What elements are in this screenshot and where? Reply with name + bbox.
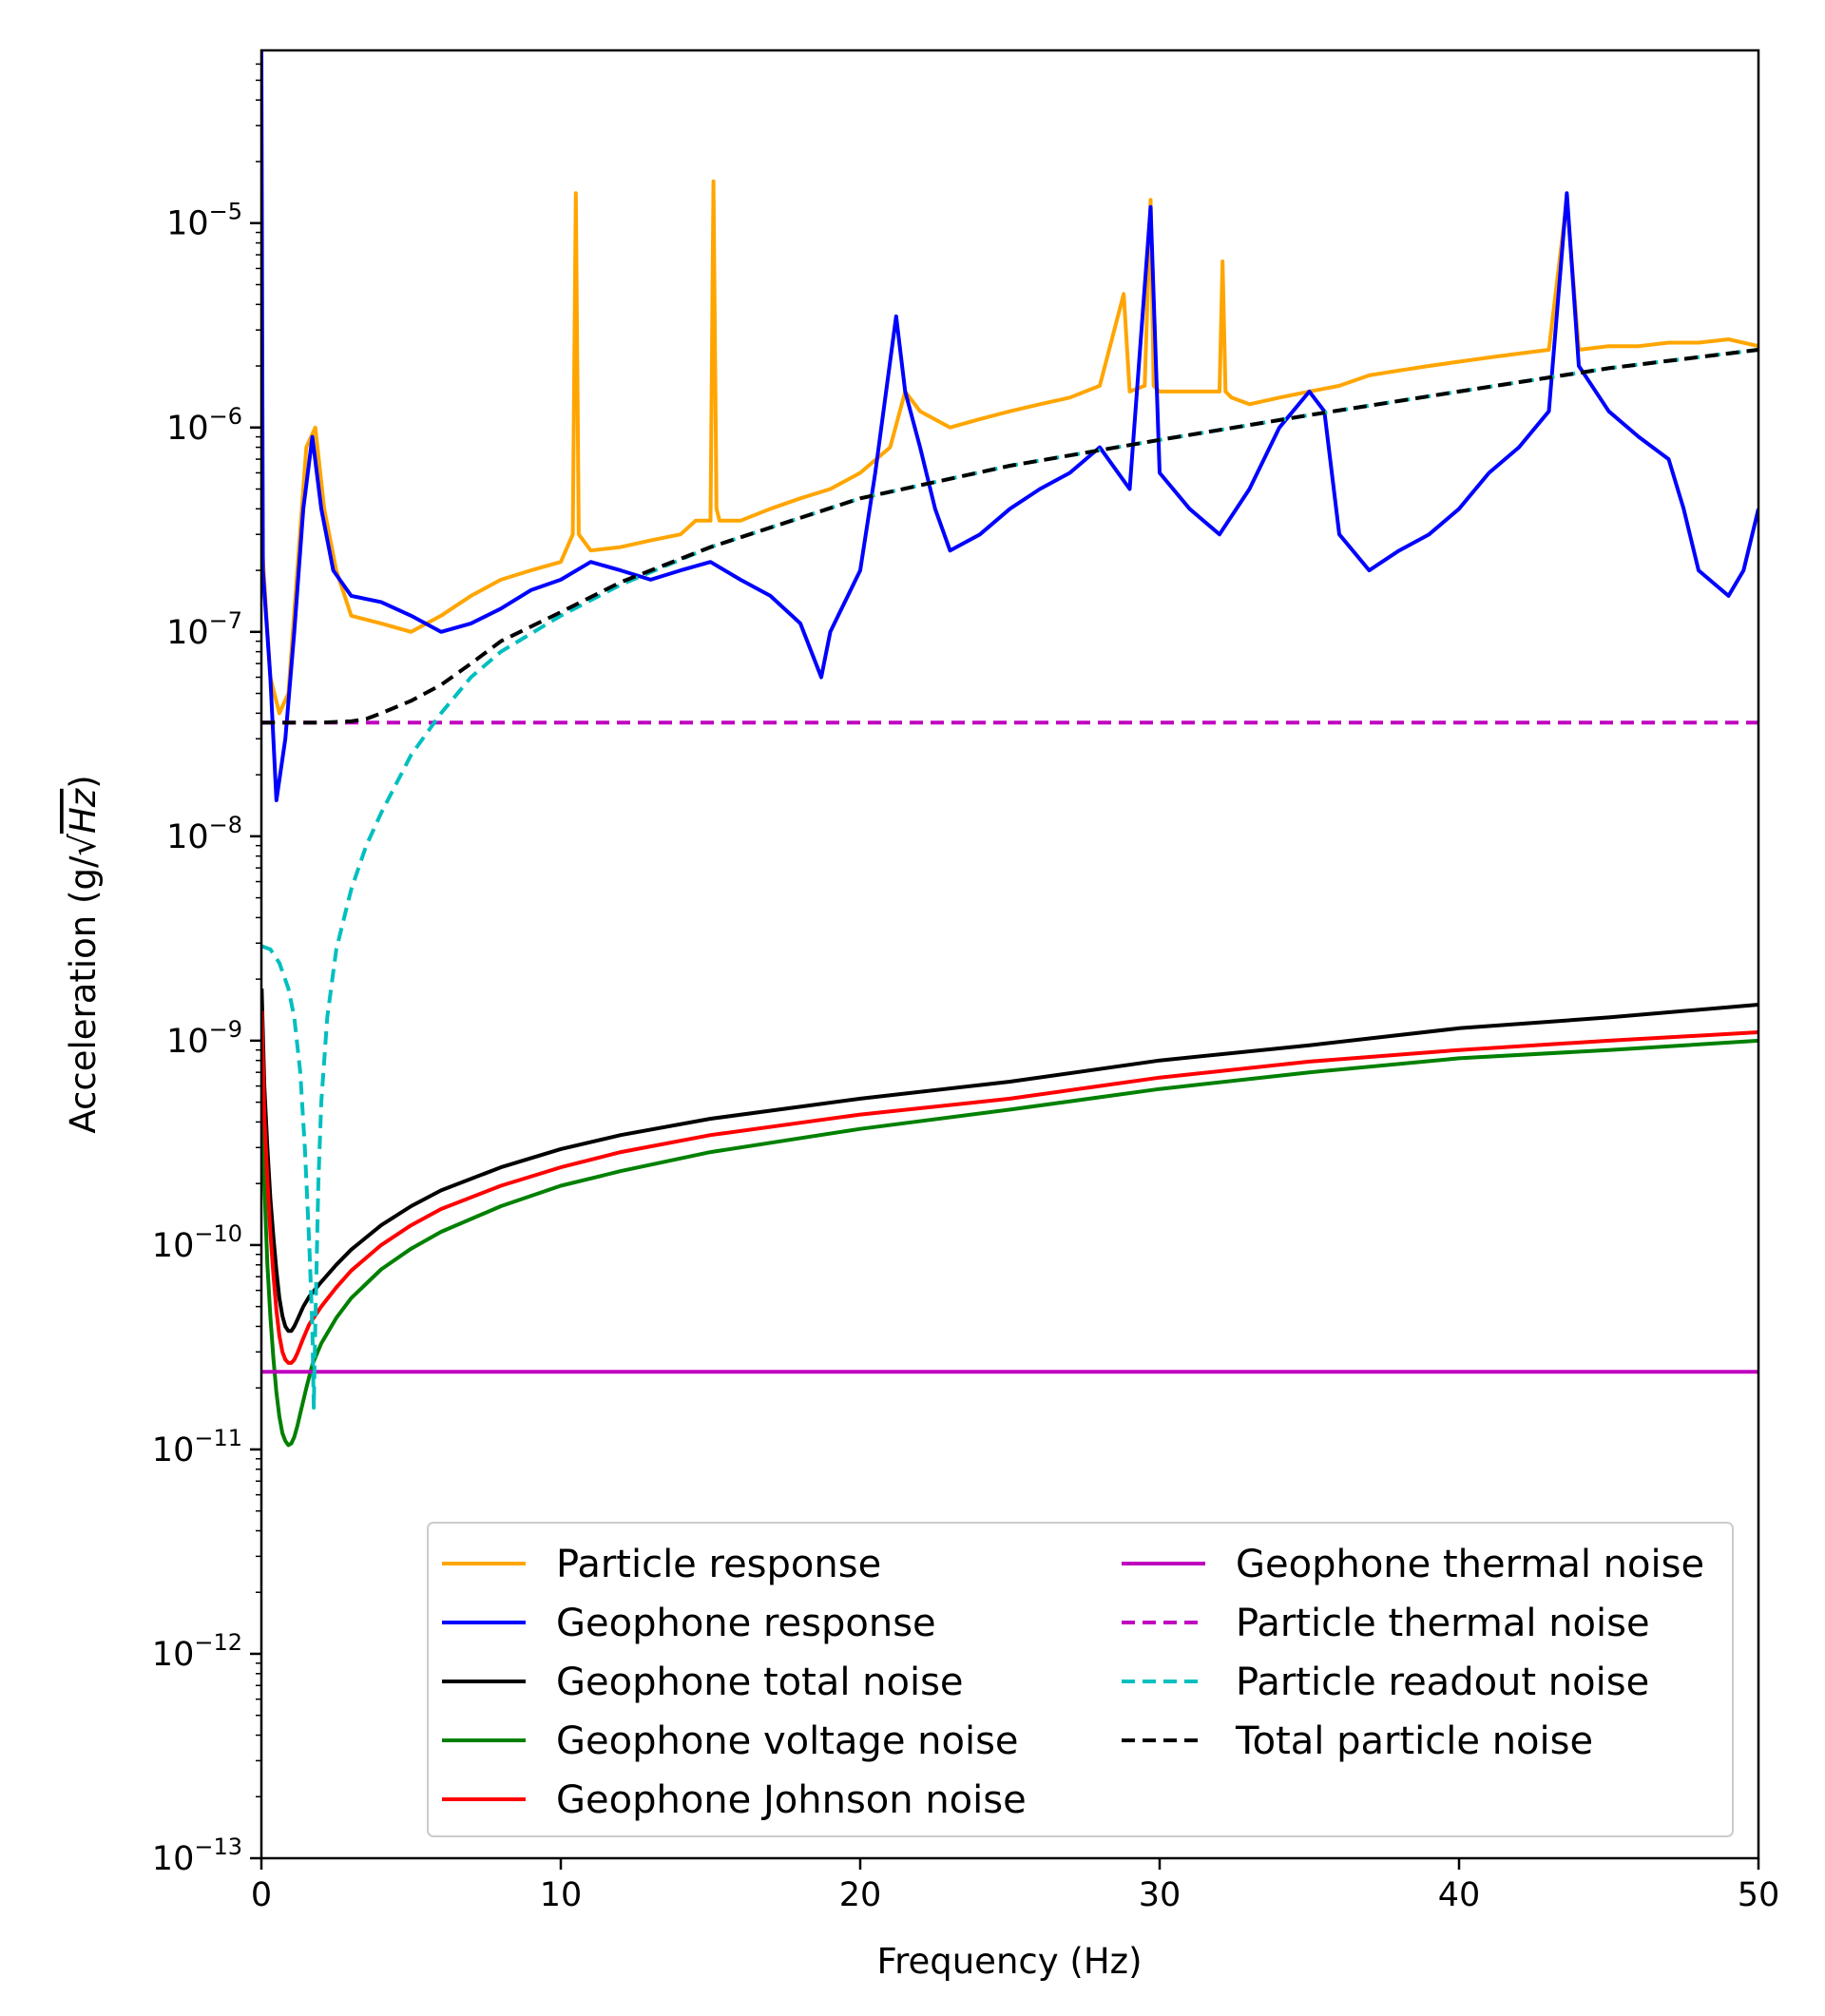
y-tick-exponent: −5 bbox=[209, 199, 242, 225]
series-line-geophone-response bbox=[261, 50, 1758, 802]
y-tick-base: 10 bbox=[166, 1023, 209, 1061]
series-layer bbox=[261, 50, 1758, 1448]
y-tick-base: 10 bbox=[152, 1840, 195, 1878]
y-tick-label: 10−13 bbox=[152, 1834, 242, 1878]
y-tick-exponent: −8 bbox=[209, 812, 242, 838]
ticks-layer: 0 10 20 30 40 5010−510−610−710−810−910−1010−1… bbox=[152, 63, 1780, 1914]
series-line-particle-response bbox=[261, 179, 1758, 716]
y-axis-label-suffix: ) bbox=[63, 775, 104, 788]
x-axis-label: Frequency (Hz) bbox=[876, 1941, 1142, 1982]
legend-label-particle-thermal-noise: Particle thermal noise bbox=[1236, 1602, 1650, 1645]
y-tick-exponent: −7 bbox=[209, 607, 242, 634]
legend-label-geophone-total-noise: Geophone total noise bbox=[556, 1661, 964, 1704]
x-tick-label: 10 bbox=[540, 1876, 583, 1914]
y-tick-label: 10−6 bbox=[166, 403, 242, 448]
series-line-geophone-voltage-noise bbox=[261, 1038, 1758, 1448]
y-tick-base: 10 bbox=[166, 818, 209, 856]
legend-label-geophone-voltage-noise: Geophone voltage noise bbox=[556, 1719, 1019, 1763]
y-axis-label-prefix: Acceleration (g/ bbox=[63, 855, 104, 1134]
series-line-total-particle-noise bbox=[261, 348, 1758, 725]
y-tick-base: 10 bbox=[152, 1227, 195, 1265]
y-tick-base: 10 bbox=[152, 1636, 195, 1674]
x-tick-label: 40 bbox=[1438, 1876, 1481, 1914]
legend-label-particle-readout-noise: Particle readout noise bbox=[1236, 1661, 1649, 1704]
legend-label-geophone-thermal-noise: Geophone thermal noise bbox=[1236, 1543, 1704, 1586]
y-tick-label: 10−11 bbox=[152, 1425, 242, 1469]
y-tick-label: 10−10 bbox=[152, 1220, 242, 1265]
x-tick-label: 30 bbox=[1139, 1876, 1181, 1914]
y-tick-base: 10 bbox=[166, 410, 209, 448]
legend: Particle response Geophone response Geopho… bbox=[427, 1522, 1734, 1837]
y-tick-exponent: −12 bbox=[194, 1629, 242, 1656]
y-tick-label: 10−12 bbox=[152, 1629, 242, 1674]
legend-box bbox=[427, 1522, 1734, 1837]
x-tick-label: 50 bbox=[1738, 1876, 1780, 1914]
y-axis-label-radicand: Hz bbox=[63, 787, 104, 834]
y-tick-exponent: −11 bbox=[194, 1425, 242, 1451]
x-tick-label: 20 bbox=[839, 1876, 882, 1914]
y-tick-base: 10 bbox=[166, 205, 209, 243]
y-tick-exponent: −9 bbox=[209, 1016, 242, 1043]
series-line-geophone-johnson-noise bbox=[261, 1010, 1758, 1365]
svg-text:Acceleration (g/√Hz): Acceleration (g/√Hz) bbox=[63, 775, 104, 1133]
legend-label-geophone-response: Geophone response bbox=[556, 1602, 936, 1645]
y-tick-label: 10−5 bbox=[166, 199, 242, 243]
y-axis-label: Acceleration (g/√Hz) bbox=[63, 775, 104, 1133]
y-tick-label: 10−9 bbox=[166, 1016, 242, 1061]
legend-label-total-particle-noise: Total particle noise bbox=[1235, 1719, 1593, 1763]
legend-label-particle-response: Particle response bbox=[556, 1543, 881, 1586]
legend-label-geophone-johnson-noise: Geophone Johnson noise bbox=[556, 1778, 1027, 1822]
y-tick-base: 10 bbox=[166, 614, 209, 652]
y-tick-label: 10−8 bbox=[166, 812, 242, 856]
y-tick-exponent: −13 bbox=[194, 1834, 242, 1860]
sqrt-symbol: √ bbox=[63, 834, 104, 856]
x-tick-label: 0 bbox=[251, 1876, 272, 1914]
y-tick-exponent: −10 bbox=[194, 1220, 242, 1247]
y-tick-base: 10 bbox=[152, 1431, 195, 1469]
series-line-geophone-total-noise bbox=[261, 988, 1758, 1334]
y-tick-exponent: −6 bbox=[209, 403, 242, 430]
y-tick-label: 10−7 bbox=[166, 607, 242, 652]
plot-frame bbox=[259, 48, 1760, 1860]
